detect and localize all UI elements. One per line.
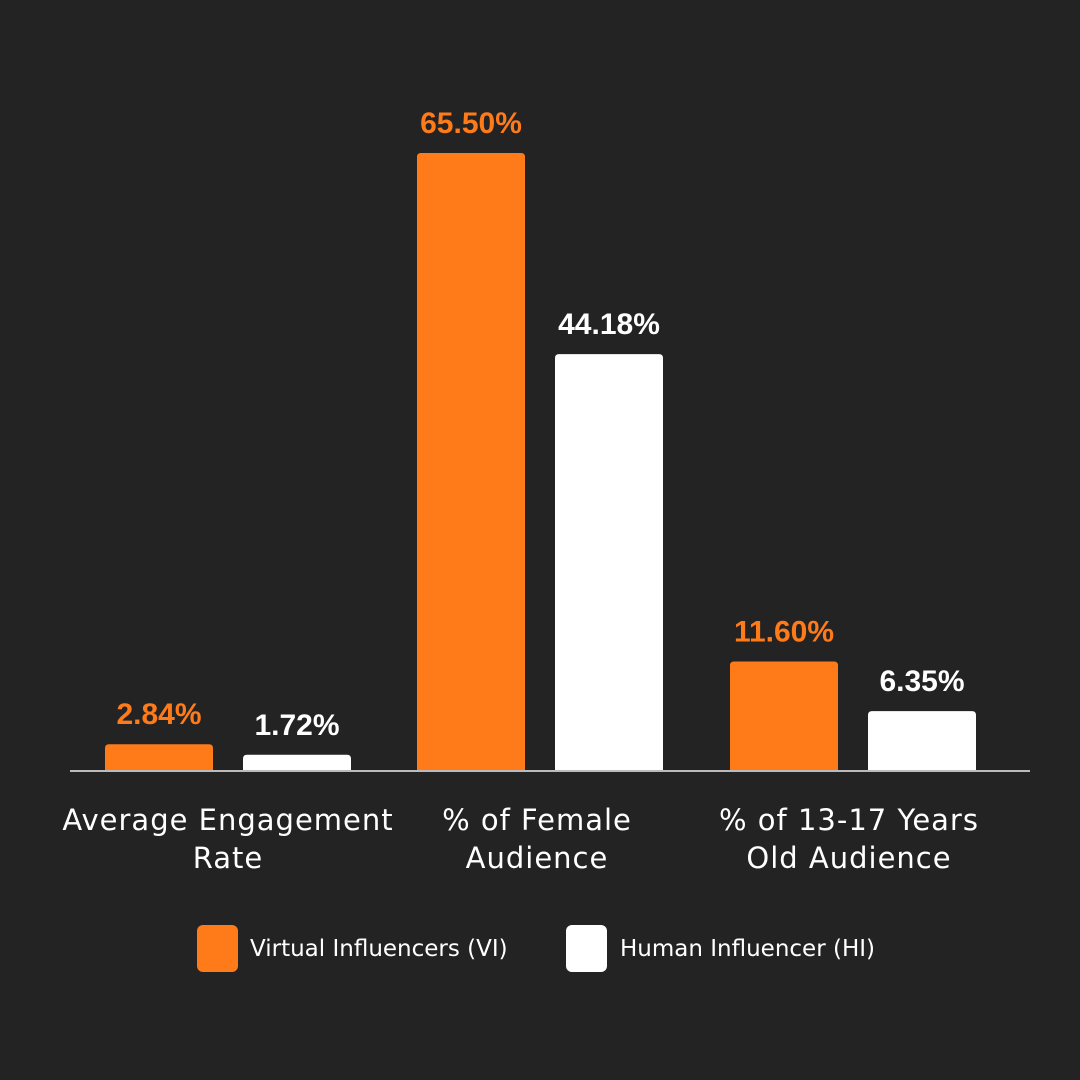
- category-label-0-line-0: Average Engagement: [62, 803, 393, 837]
- value-labels-group: 2.84% 65.50% 11.60% 1.72% 44.18% 6.35%: [116, 107, 964, 742]
- vi-bar-2: [730, 661, 838, 771]
- hi-value-label-1: 44.18%: [558, 308, 660, 341]
- hi-bar-1: [555, 354, 663, 771]
- vi-value-label-0: 2.84%: [116, 698, 201, 731]
- vi-value-label-1: 65.50%: [420, 107, 522, 140]
- vi-bar-1: [417, 153, 525, 771]
- hi-value-label-2: 6.35%: [879, 665, 964, 698]
- hi-bar-2: [868, 711, 976, 771]
- category-label-1-line-0: % of Female: [442, 803, 632, 837]
- hi-legend-label: Human Influencer (HI): [620, 936, 875, 962]
- vi-legend-label: Virtual Influencers (VI): [250, 936, 508, 962]
- category-label-0-line-1: Rate: [193, 841, 264, 875]
- vi-bar-0: [105, 744, 213, 771]
- hi-bar-0: [243, 754, 351, 771]
- vi-value-label-2: 11.60%: [734, 616, 834, 649]
- vi-legend-swatch: [197, 925, 238, 972]
- hi-legend-swatch: [566, 925, 607, 972]
- legend: Virtual Influencers (VI) Human Influencer…: [197, 925, 875, 972]
- hi-value-label-0: 1.72%: [254, 709, 339, 742]
- category-labels-group: Average Engagement Rate % of Female Audienc…: [62, 803, 979, 875]
- category-label-2-line-0: % of 13-17 Years: [719, 803, 979, 837]
- bars-group: [105, 153, 976, 771]
- category-label-1-line-1: Audience: [466, 841, 609, 875]
- category-label-2-line-1: Old Audience: [746, 841, 951, 875]
